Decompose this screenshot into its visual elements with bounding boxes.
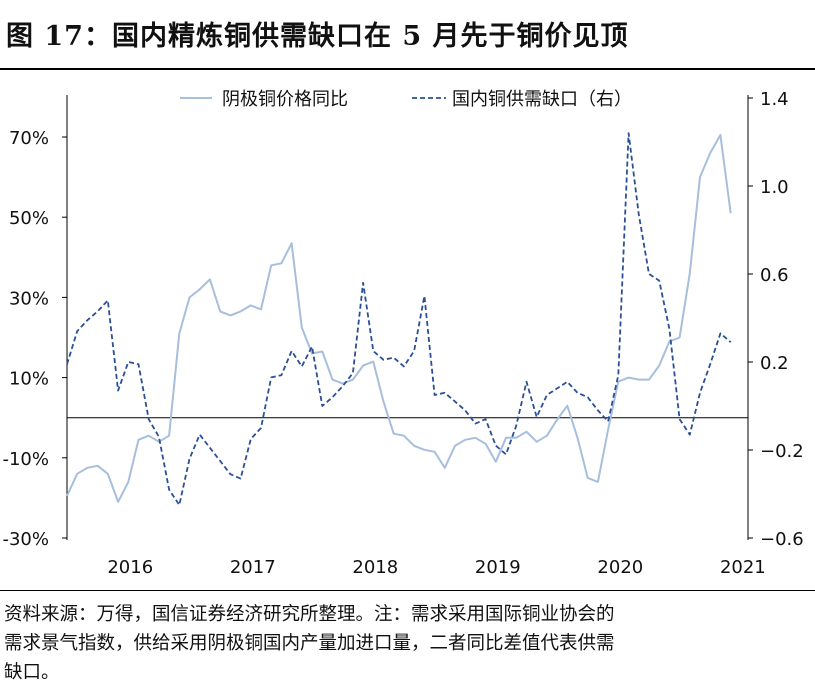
- title-rule: [0, 68, 815, 70]
- right-tick-label: 1.0: [760, 177, 789, 198]
- legend-label-gap: 国内铜供需缺口（右）: [452, 89, 632, 110]
- left-tick-label: -30%: [2, 529, 49, 550]
- left-tick-label: -10%: [2, 449, 49, 470]
- legend-label-price: 阴极铜价格同比: [222, 89, 348, 110]
- source-line-3: 缺口。: [4, 662, 60, 683]
- x-tick-label: 2016: [107, 557, 153, 578]
- left-tick-label: 10%: [9, 369, 49, 390]
- source-note: 资料来源：万得，国信证券经济研究所整理。注：需求采用国际铜业协会的 需求景气指数…: [4, 600, 812, 687]
- series-line-copy-price-yoy: [66, 134, 732, 503]
- left-tick-label: 50%: [9, 208, 49, 229]
- x-tick-label: 2020: [597, 557, 643, 578]
- x-tick-label: 2021: [720, 557, 766, 578]
- left-tick-label: 70%: [9, 128, 49, 149]
- line-chart: 70% 50% 30% 10% -10% -30% 1.4 1.0 0.6 0.2 −0.2 −0.6…: [2, 89, 804, 578]
- right-tick-label: 0.2: [760, 353, 789, 374]
- right-tick-label: 1.4: [760, 89, 789, 110]
- figure-title: 图 17：国内精炼铜供需缺口在 5 月先于铜价见顶: [6, 21, 629, 52]
- x-tick-label: 2017: [230, 557, 276, 578]
- title-bar: 图 17：国内精炼铜供需缺口在 5 月先于铜价见顶: [0, 0, 815, 68]
- right-tick-label: 0.6: [760, 265, 789, 286]
- source-rule: [0, 590, 815, 591]
- series-line-supply-demand-gap: [66, 132, 732, 506]
- source-line-2: 需求景气指数，供给采用阴极铜国内产量加进口量，二者同比差值代表供需: [4, 633, 615, 654]
- x-tick-label: 2018: [352, 557, 398, 578]
- right-tick-label: −0.2: [760, 441, 804, 462]
- left-tick-label: 30%: [9, 288, 49, 309]
- x-tick-label: 2019: [475, 557, 521, 578]
- right-tick-label: −0.6: [760, 529, 804, 550]
- source-line-1: 资料来源：万得，国信证券经济研究所整理。注：需求采用国际铜业协会的: [4, 604, 615, 625]
